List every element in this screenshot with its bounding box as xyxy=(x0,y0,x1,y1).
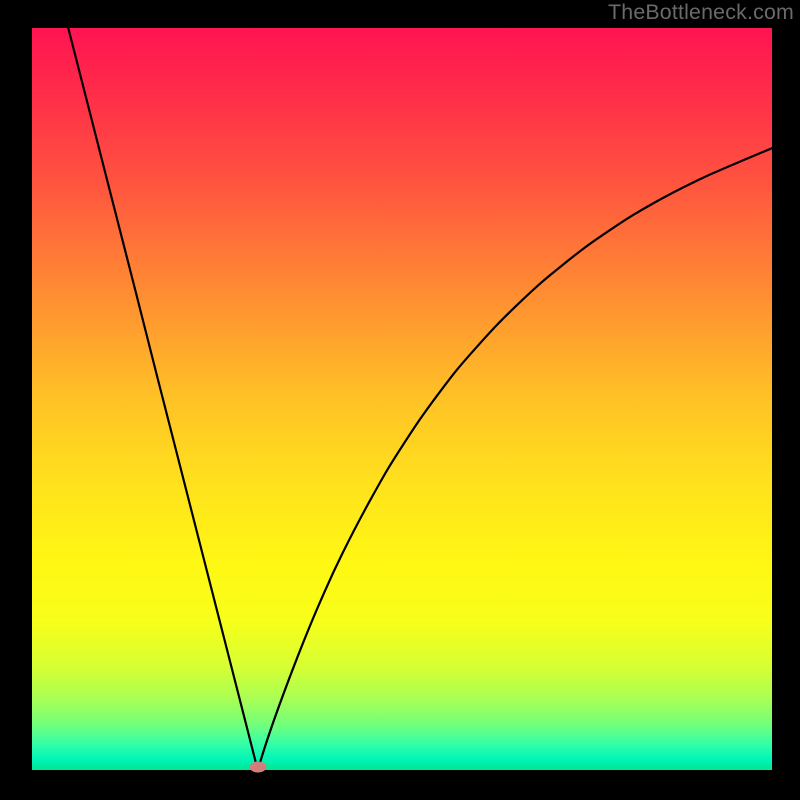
bottleneck-curve xyxy=(32,28,772,770)
bottleneck-dip-marker xyxy=(249,762,266,773)
chart-frame: TheBottleneck.com xyxy=(0,0,800,800)
plot-area xyxy=(32,28,772,770)
watermark-text: TheBottleneck.com xyxy=(608,0,794,25)
